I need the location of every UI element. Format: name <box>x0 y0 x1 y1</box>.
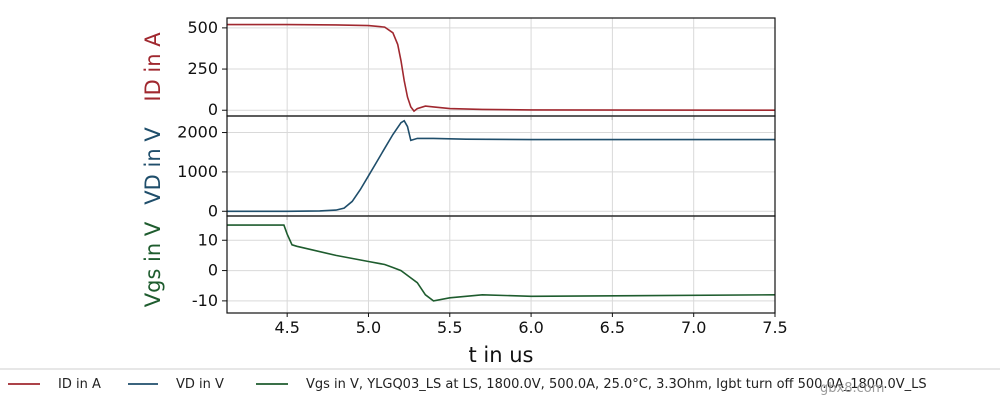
x-tick-label: 7.0 <box>681 318 706 337</box>
y-tick-label: 1000 <box>177 162 218 181</box>
x-tick-label: 5.5 <box>437 318 462 337</box>
y-tick-label: -10 <box>192 291 218 310</box>
y-axis-label-vd: VD in V <box>141 127 165 205</box>
y-tick-label: 0 <box>208 261 218 280</box>
x-tick-label: 6.0 <box>518 318 543 337</box>
panel-frame-id <box>226 17 776 117</box>
legend-label-id: ID in A <box>58 377 101 392</box>
series-line-vgs <box>227 224 776 302</box>
panel-frame-vd <box>226 115 776 217</box>
y-tick-label: 250 <box>187 59 218 78</box>
y-tick-label: 0 <box>208 201 218 220</box>
y-tick-label: 0 <box>208 100 218 119</box>
x-axis-label: t in us <box>469 343 534 367</box>
watermark-text: gbx8.com <box>820 381 884 396</box>
y-tick-label: 2000 <box>177 123 218 142</box>
y-tick-label: 10 <box>198 230 218 249</box>
series-line-id <box>227 23 776 113</box>
legend-label-vgs: Vgs in V, YLGQ03_LS at LS, 1800.0V, 500.… <box>306 377 927 392</box>
y-axis-label-id: ID in A <box>141 32 165 102</box>
y-tick-label: 500 <box>187 18 218 37</box>
panel-frame-vgs <box>226 215 776 314</box>
x-tick-label: 6.5 <box>600 318 625 337</box>
legend-label-vd: VD in V <box>176 377 224 392</box>
x-tick-label: 7.5 <box>762 318 787 337</box>
series-line-vd <box>227 119 775 213</box>
y-axis-label-vgs: Vgs in V <box>141 221 165 307</box>
x-tick-label: 4.5 <box>274 318 299 337</box>
x-tick-label: 5.0 <box>356 318 381 337</box>
